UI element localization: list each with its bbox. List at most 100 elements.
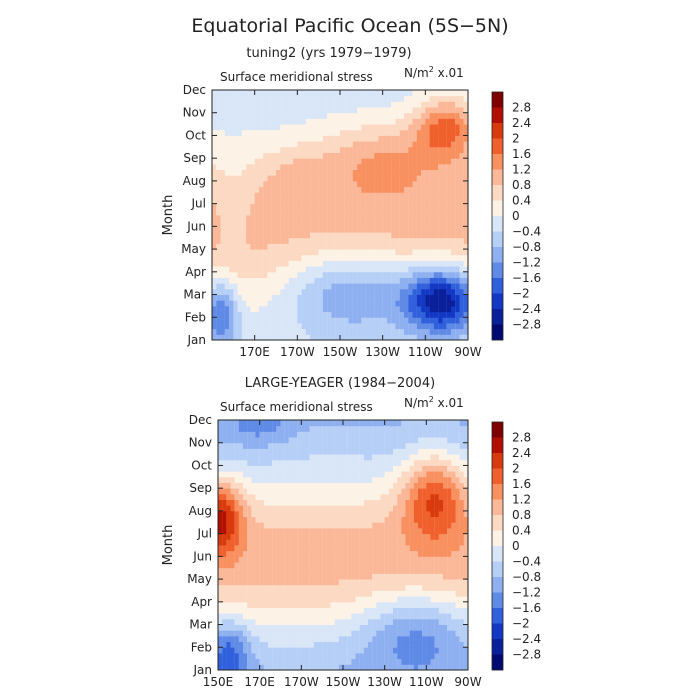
field-cell <box>438 90 443 97</box>
field-cell <box>438 260 443 267</box>
field-cell <box>288 505 294 512</box>
field-cell <box>425 135 430 142</box>
field-cell <box>422 658 427 665</box>
field-cell <box>374 249 379 256</box>
field-cell <box>344 192 349 199</box>
field-cell <box>247 499 252 506</box>
field-cell <box>318 254 324 261</box>
field-cell <box>380 596 385 603</box>
field-cell <box>413 522 419 529</box>
field-cell <box>429 180 434 188</box>
field-cell <box>301 243 306 250</box>
field-cell <box>218 613 223 620</box>
field-cell <box>226 601 231 608</box>
field-cell <box>226 562 231 569</box>
field-cell <box>318 510 323 518</box>
field-cell <box>263 471 269 478</box>
field-cell <box>263 607 269 614</box>
field-cell <box>284 163 289 170</box>
field-cell <box>359 630 364 637</box>
field-cell <box>276 158 281 165</box>
field-cell <box>220 277 225 284</box>
field-cell <box>359 635 364 643</box>
field-cell <box>271 243 277 250</box>
field-cell <box>326 459 331 466</box>
field-cell <box>212 226 217 233</box>
field-cell <box>374 266 379 273</box>
colorbar-swatch <box>492 123 503 139</box>
field-cell <box>376 516 381 523</box>
field-cell <box>314 300 319 307</box>
field-cell <box>218 556 223 563</box>
field-cell <box>343 471 348 478</box>
field-cell <box>247 584 252 591</box>
field-cell <box>416 169 422 176</box>
field-cell <box>343 425 348 432</box>
field-cell <box>450 311 456 318</box>
field-cell <box>254 90 260 97</box>
field-cell <box>268 652 273 660</box>
field-cell <box>246 226 251 233</box>
field-cell <box>344 277 349 284</box>
field-cell <box>288 277 294 284</box>
field-cell <box>433 124 439 131</box>
field-cell <box>343 630 348 637</box>
field-cell <box>318 305 324 313</box>
field-cell <box>369 175 375 182</box>
field-cell <box>318 300 324 307</box>
field-cell <box>393 607 398 614</box>
field-cell <box>293 135 298 142</box>
field-cell <box>386 249 392 256</box>
field-cell <box>438 232 443 239</box>
field-cell <box>297 420 302 427</box>
field-cell <box>463 277 468 284</box>
field-cell <box>446 129 452 136</box>
field-cell <box>254 215 260 222</box>
field-cell <box>284 664 289 670</box>
field-cell <box>376 635 381 643</box>
field-cell <box>309 539 314 546</box>
field-cell <box>438 101 443 108</box>
field-cell <box>393 454 398 461</box>
field-cell <box>314 180 319 188</box>
field-cell <box>343 448 348 455</box>
field-cell <box>395 146 400 153</box>
field-cell <box>416 237 422 244</box>
field-cell <box>259 431 264 438</box>
field-cell <box>255 499 260 506</box>
field-cell <box>442 152 447 159</box>
field-cell <box>359 641 364 648</box>
field-cell <box>301 271 306 278</box>
field-cell <box>284 454 289 461</box>
field-cell <box>384 539 389 546</box>
field-cell <box>459 277 464 284</box>
field-cell <box>327 271 332 278</box>
field-cell <box>322 431 327 438</box>
field-cell <box>314 232 319 239</box>
field-cell <box>305 322 311 330</box>
field-cell <box>305 442 310 449</box>
field-cell <box>251 562 256 569</box>
field-cell <box>429 192 434 199</box>
field-cell <box>258 232 264 239</box>
field-cell <box>297 311 302 318</box>
field-cell <box>271 328 277 335</box>
field-cell <box>425 175 430 182</box>
field-cell <box>280 271 285 278</box>
field-cell <box>348 294 353 301</box>
field-cell <box>388 448 394 455</box>
field-cell <box>247 425 252 432</box>
field-cell <box>309 596 314 603</box>
field-cell <box>327 254 332 261</box>
field-cell <box>246 237 251 244</box>
field-cell <box>250 215 255 222</box>
field-cell <box>382 277 388 284</box>
colorbar-label: −0.4 <box>512 225 541 239</box>
field-cell <box>212 300 217 307</box>
field-cell <box>338 420 344 427</box>
field-cell <box>391 101 396 108</box>
field-cell <box>301 180 306 188</box>
field-cell <box>418 454 423 461</box>
field-cell <box>293 488 298 495</box>
field-cell <box>224 152 230 159</box>
